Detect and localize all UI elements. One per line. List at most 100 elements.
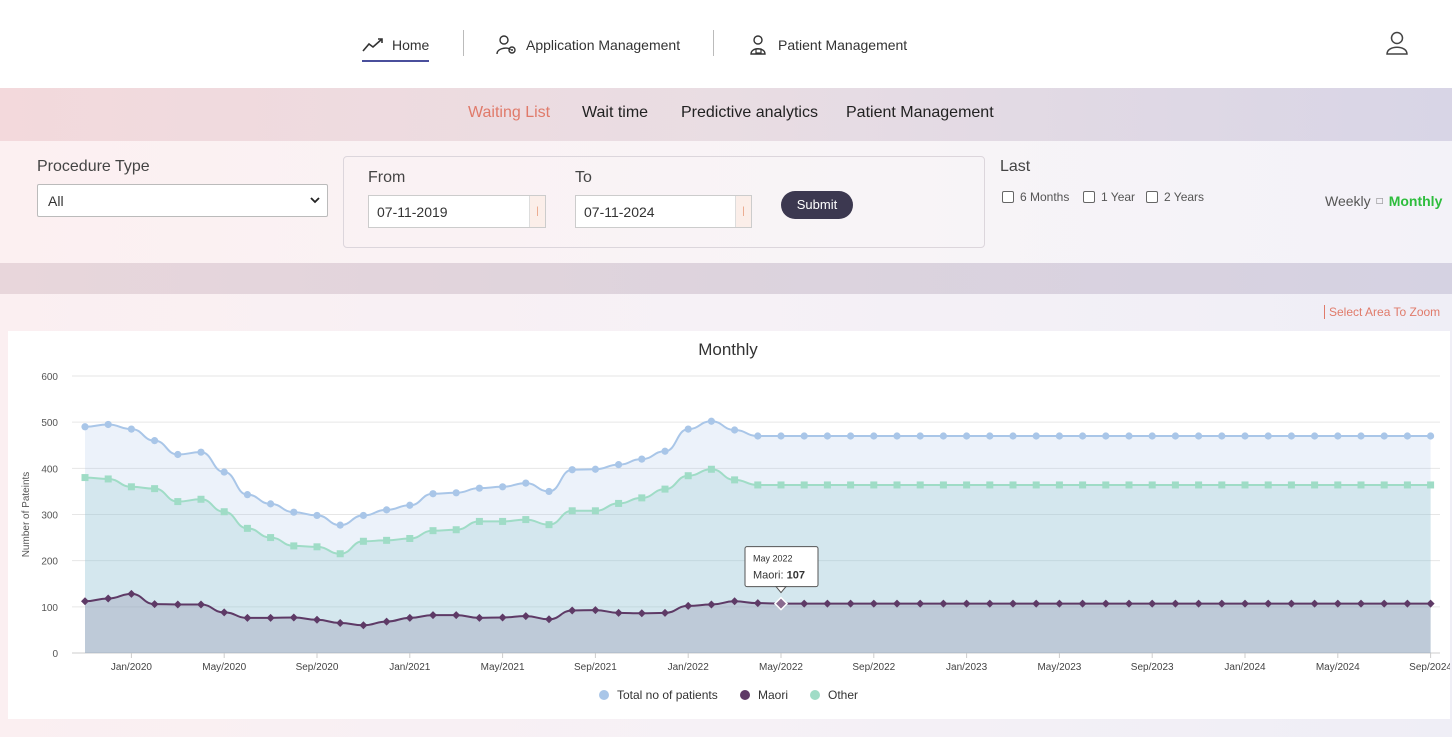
data-point-maori[interactable] bbox=[336, 618, 345, 627]
toggle-switch-icon[interactable]: □ bbox=[1376, 195, 1383, 207]
data-point-total[interactable] bbox=[1102, 432, 1110, 440]
data-point-total[interactable] bbox=[1171, 432, 1179, 440]
data-point-maori[interactable] bbox=[104, 594, 113, 603]
data-point-other[interactable] bbox=[1403, 481, 1411, 489]
procedure-type-select[interactable]: All bbox=[37, 184, 328, 217]
data-point-other[interactable] bbox=[1032, 481, 1040, 489]
data-point-other[interactable] bbox=[939, 481, 947, 489]
data-point-total[interactable] bbox=[963, 432, 971, 440]
checkbox-box[interactable] bbox=[1146, 191, 1158, 203]
data-point-maori[interactable] bbox=[869, 599, 878, 608]
data-point-maori[interactable] bbox=[684, 601, 693, 610]
to-date-input[interactable]: 07-11-2024 | bbox=[575, 195, 752, 228]
data-point-total[interactable] bbox=[1032, 432, 1040, 440]
tab-waiting-list[interactable]: Waiting List bbox=[468, 104, 551, 121]
data-point-other[interactable] bbox=[1264, 481, 1272, 489]
data-point-total[interactable] bbox=[707, 417, 716, 425]
data-point-total[interactable] bbox=[1357, 432, 1365, 440]
data-point-maori[interactable] bbox=[1217, 599, 1226, 608]
legend-marker-2[interactable] bbox=[810, 690, 820, 700]
data-point-maori[interactable] bbox=[150, 600, 159, 609]
data-point-maori[interactable] bbox=[1009, 599, 1017, 608]
data-point-other[interactable] bbox=[1427, 481, 1435, 489]
data-point-maori[interactable] bbox=[1148, 599, 1157, 608]
data-point-other[interactable] bbox=[220, 508, 228, 516]
data-point-other[interactable] bbox=[963, 481, 971, 489]
checkbox-box[interactable] bbox=[1002, 191, 1014, 203]
data-point-total[interactable] bbox=[661, 447, 669, 455]
data-point-other[interactable] bbox=[916, 481, 924, 489]
nav-home[interactable]: Home bbox=[362, 32, 430, 62]
data-point-total[interactable] bbox=[591, 465, 600, 473]
data-point-total[interactable] bbox=[151, 437, 159, 445]
data-point-maori[interactable] bbox=[289, 613, 298, 622]
data-point-maori[interactable] bbox=[1403, 599, 1412, 608]
data-point-maori[interactable] bbox=[545, 615, 553, 624]
highlighted-point[interactable] bbox=[773, 596, 789, 611]
legend-label[interactable]: Total no of patients bbox=[617, 688, 718, 702]
data-point-total[interactable] bbox=[545, 487, 553, 496]
data-point-other[interactable] bbox=[1125, 481, 1133, 489]
data-point-total[interactable] bbox=[313, 511, 321, 520]
data-point-other[interactable] bbox=[429, 527, 437, 535]
data-point-other[interactable] bbox=[104, 475, 112, 483]
data-point-maori[interactable] bbox=[1125, 599, 1133, 608]
nav-patient-management[interactable]: Patient Management bbox=[748, 32, 907, 58]
data-point-maori[interactable] bbox=[637, 609, 646, 618]
data-point-other[interactable] bbox=[823, 481, 831, 489]
data-point-total[interactable] bbox=[127, 425, 135, 433]
data-point-other[interactable] bbox=[1287, 481, 1295, 489]
data-point-other[interactable] bbox=[684, 472, 692, 480]
data-point-total[interactable] bbox=[986, 432, 994, 440]
data-point-other[interactable] bbox=[1079, 481, 1087, 489]
data-point-maori[interactable] bbox=[81, 597, 89, 606]
monthly-option[interactable]: Monthly bbox=[1388, 193, 1443, 209]
data-point-maori[interactable] bbox=[800, 599, 809, 608]
data-point-other[interactable] bbox=[847, 481, 855, 489]
data-point-other[interactable] bbox=[1241, 481, 1249, 489]
data-point-total[interactable] bbox=[754, 432, 762, 440]
data-point-other[interactable] bbox=[1311, 481, 1319, 489]
data-point-total[interactable] bbox=[243, 491, 251, 499]
data-point-maori[interactable] bbox=[1264, 599, 1273, 608]
data-point-total[interactable] bbox=[499, 483, 507, 491]
data-point-total[interactable] bbox=[452, 489, 460, 497]
data-point-other[interactable] bbox=[1102, 481, 1110, 489]
data-point-total[interactable] bbox=[800, 432, 808, 440]
data-point-total[interactable] bbox=[1125, 432, 1133, 440]
user-profile-icon[interactable] bbox=[1385, 30, 1409, 56]
data-point-maori[interactable] bbox=[173, 600, 182, 609]
data-point-other[interactable] bbox=[568, 507, 576, 515]
data-point-total[interactable] bbox=[1241, 432, 1249, 440]
data-point-other[interactable] bbox=[475, 517, 483, 525]
data-point-maori[interactable] bbox=[661, 608, 669, 617]
data-point-total[interactable] bbox=[1311, 432, 1319, 440]
data-point-maori[interactable] bbox=[893, 599, 901, 608]
legend-label[interactable]: Other bbox=[828, 688, 858, 702]
checkbox-1-year[interactable]: 1 Year bbox=[1083, 190, 1135, 204]
data-point-other[interactable] bbox=[1357, 481, 1365, 489]
data-point-maori[interactable] bbox=[197, 600, 205, 609]
data-point-total[interactable] bbox=[1218, 432, 1226, 440]
data-point-total[interactable] bbox=[429, 490, 437, 498]
data-point-maori[interactable] bbox=[1055, 599, 1064, 608]
data-point-total[interactable] bbox=[568, 466, 576, 474]
data-point-maori[interactable] bbox=[823, 599, 832, 608]
data-point-total[interactable] bbox=[1403, 432, 1411, 440]
data-point-other[interactable] bbox=[313, 543, 321, 551]
data-point-maori[interactable] bbox=[568, 606, 577, 615]
data-point-maori[interactable] bbox=[1241, 599, 1249, 608]
tab-wait-time[interactable]: Wait time bbox=[582, 104, 649, 121]
data-point-maori[interactable] bbox=[521, 612, 530, 621]
tab-predictive-analytics[interactable]: Predictive analytics bbox=[681, 104, 818, 121]
data-point-other[interactable] bbox=[615, 499, 623, 507]
waiting-list-chart[interactable]: Monthly 0 100 200 300 400 500 600 Number of Pate… bbox=[8, 331, 1450, 719]
data-point-other[interactable] bbox=[1218, 481, 1226, 489]
data-point-maori[interactable] bbox=[1333, 599, 1342, 608]
data-point-total[interactable] bbox=[823, 432, 832, 440]
legend-marker-1[interactable] bbox=[740, 690, 750, 700]
data-point-maori[interactable] bbox=[429, 611, 437, 620]
data-point-other[interactable] bbox=[1148, 481, 1156, 489]
checkbox-box[interactable] bbox=[1083, 191, 1095, 203]
data-point-total[interactable] bbox=[1427, 432, 1435, 440]
